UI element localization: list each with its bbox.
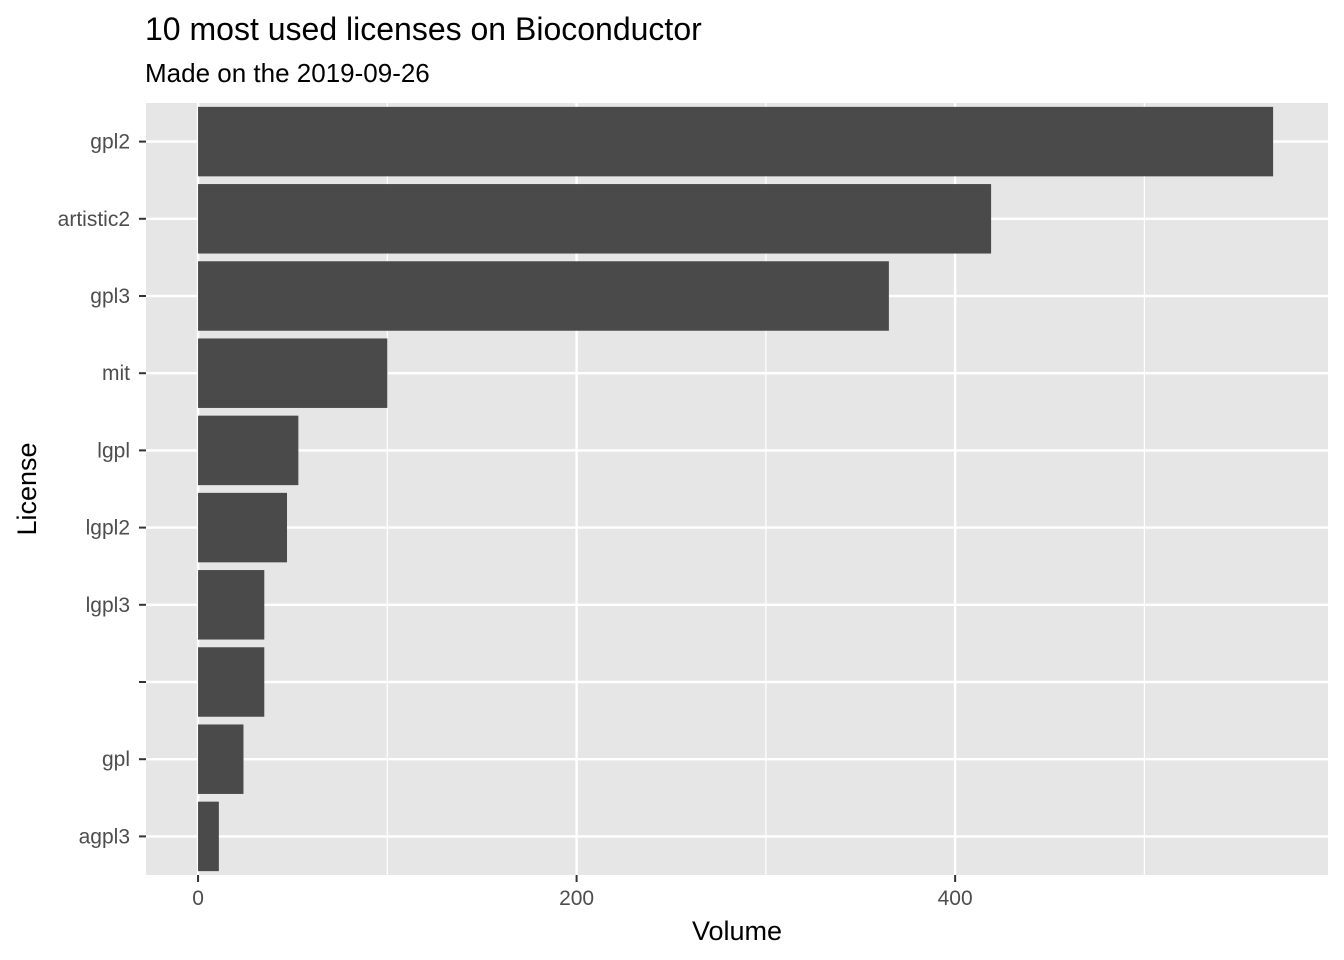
bar: [198, 184, 992, 254]
chart-subtitle: Made on the 2019-09-26: [145, 58, 430, 88]
bar: [198, 724, 244, 794]
bar: [198, 338, 388, 408]
x-axis-title: Volume: [692, 916, 782, 946]
bar: [198, 570, 265, 640]
y-tick-label: lgpl2: [86, 517, 130, 540]
chart-title: 10 most used licenses on Bioconductor: [145, 11, 702, 47]
x-tick-label: 200: [559, 887, 594, 910]
y-tick-label: agpl3: [79, 825, 130, 848]
y-axis-title: License: [12, 442, 42, 535]
y-tick-label: gpl3: [90, 285, 130, 308]
x-tick-label: 0: [192, 887, 204, 910]
y-axis: gpl2 artistic2 gpl3 mit lgpl lgpl2 lgpl3 gpl agp…: [58, 131, 146, 848]
bars: [198, 106, 1274, 872]
y-tick-label: mit: [102, 362, 130, 385]
y-tick-label: gpl: [102, 748, 130, 771]
y-tick-label: gpl2: [90, 131, 130, 154]
bar: [198, 801, 219, 872]
x-tick-label: 400: [938, 887, 973, 910]
bar: [198, 492, 288, 563]
bar: [198, 647, 265, 717]
y-tick-label: lgpl: [97, 439, 130, 462]
bar: [198, 106, 1274, 177]
bar: [198, 261, 889, 331]
x-axis: 0 200 400: [192, 875, 973, 910]
y-tick-label: artistic2: [58, 208, 130, 231]
bar: [198, 415, 299, 486]
y-tick-label: lgpl3: [86, 594, 130, 617]
